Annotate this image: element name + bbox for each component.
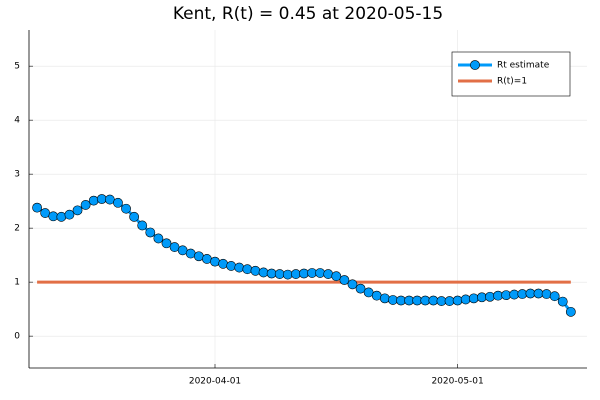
x-tick-label: 2020-05-01 <box>431 377 483 387</box>
point <box>565 306 576 317</box>
point <box>234 262 245 273</box>
point <box>485 291 495 302</box>
point <box>315 268 326 278</box>
point <box>113 197 123 208</box>
point <box>218 258 228 269</box>
point <box>250 265 261 276</box>
point <box>129 211 140 222</box>
legend-label: R(t)=1 <box>497 77 527 87</box>
y-tick-label: 2 <box>14 224 20 234</box>
point <box>161 238 172 249</box>
point <box>226 261 237 271</box>
point <box>541 289 552 299</box>
point <box>72 205 83 216</box>
legend: Rt estimate R(t)=1 <box>451 51 571 97</box>
point <box>339 275 350 285</box>
chart-title: Kent, R(t) = 0.45 at 2020-05-15 <box>173 4 443 24</box>
legend-marker <box>470 60 480 70</box>
point <box>242 264 253 275</box>
point <box>32 202 42 213</box>
point <box>258 267 269 278</box>
point <box>460 294 471 305</box>
y-tick-label: 1 <box>14 278 20 288</box>
point <box>355 283 366 294</box>
point <box>153 233 164 244</box>
legend-label: Rt estimate <box>497 61 550 71</box>
y-tick-label: 3 <box>14 170 20 180</box>
point <box>557 296 568 307</box>
y-tick-label: 4 <box>14 116 20 126</box>
point <box>56 211 67 222</box>
point <box>379 293 390 304</box>
legend-box <box>451 51 571 97</box>
point <box>452 295 463 306</box>
point <box>549 291 560 302</box>
point <box>468 293 479 304</box>
point <box>64 209 75 220</box>
point <box>331 271 342 282</box>
point <box>80 200 91 210</box>
y-tick-label: 5 <box>14 62 20 72</box>
x-tick-label: 2020-04-01 <box>189 377 241 387</box>
point <box>210 256 220 267</box>
y-tick-label: 0 <box>14 332 20 342</box>
point <box>121 203 131 214</box>
point <box>137 220 148 231</box>
point <box>145 227 156 238</box>
point <box>323 269 334 279</box>
point <box>88 195 99 206</box>
point <box>347 279 358 290</box>
